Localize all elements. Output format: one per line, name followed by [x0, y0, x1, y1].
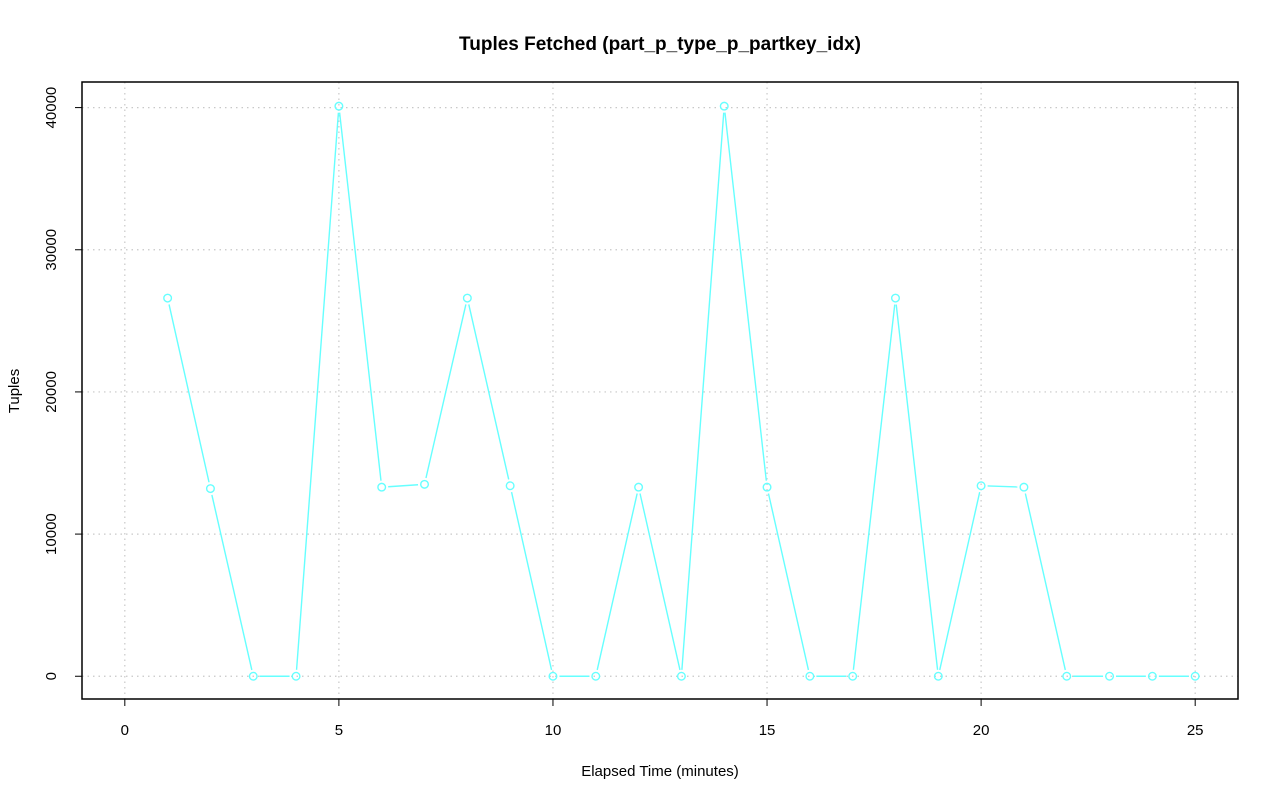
series-line-segment	[388, 484, 419, 488]
y-tick-label: 20000	[43, 371, 60, 413]
series-line-segment	[639, 493, 681, 671]
data-point	[1062, 671, 1072, 681]
series-layer	[163, 101, 1200, 681]
series-line-segment	[1024, 493, 1066, 671]
series-line-segment	[425, 304, 467, 479]
data-point	[420, 479, 430, 489]
series-line-segment	[295, 112, 340, 670]
series-line-segment	[681, 112, 725, 670]
series-line-segment	[168, 304, 210, 483]
x-tick-label: 0	[121, 722, 129, 739]
y-tick-label: 30000	[43, 229, 60, 271]
series-line-segment	[468, 304, 510, 480]
data-point	[505, 481, 515, 491]
data-point	[805, 671, 815, 681]
series-line-segment	[724, 112, 768, 481]
series-line-segment	[939, 491, 981, 671]
plot-frame	[81, 81, 1239, 700]
data-point	[377, 482, 387, 492]
data-point	[848, 671, 858, 681]
data-point	[762, 482, 772, 492]
series-line-segment	[596, 493, 638, 671]
x-axis-label: Elapsed Time (minutes)	[581, 763, 739, 780]
data-point	[976, 481, 986, 491]
data-point	[591, 671, 601, 681]
x-tick-label: 20	[973, 722, 990, 739]
chart-title: Tuples Fetched (part_p_type_p_partkey_id…	[459, 34, 861, 55]
data-point	[548, 671, 558, 681]
series-line-segment	[895, 304, 939, 670]
data-point	[1019, 482, 1029, 492]
y-tick-label: 40000	[43, 87, 60, 129]
series-line-segment	[852, 304, 896, 670]
data-point	[1147, 671, 1157, 681]
data-point	[291, 671, 301, 681]
x-tick-label: 25	[1187, 722, 1204, 739]
series-line-segment	[510, 491, 553, 671]
data-point	[1105, 671, 1115, 681]
axes: 0 5 10 15 20 25 0 10000 20000 30000 40000	[43, 87, 1204, 739]
data-point	[719, 101, 729, 111]
data-point	[248, 671, 258, 681]
grid-lines	[82, 82, 1238, 699]
data-point	[334, 101, 344, 111]
data-point	[634, 482, 644, 492]
y-tick-label: 10000	[43, 513, 60, 555]
data-point	[676, 671, 686, 681]
data-point	[890, 293, 900, 303]
series-line-segment	[767, 493, 810, 671]
data-point	[462, 293, 472, 303]
y-tick-label: 0	[43, 672, 60, 680]
y-axis-label: Tuples	[6, 369, 23, 413]
series-line-segment	[211, 494, 253, 671]
series-line-segment	[987, 485, 1018, 488]
x-tick-label: 5	[335, 722, 343, 739]
x-tick-label: 15	[759, 722, 776, 739]
data-point	[205, 484, 215, 494]
data-point	[1190, 671, 1200, 681]
series-line-segment	[338, 112, 382, 481]
data-point	[933, 671, 943, 681]
data-point	[163, 293, 173, 303]
x-tick-label: 10	[545, 722, 562, 739]
